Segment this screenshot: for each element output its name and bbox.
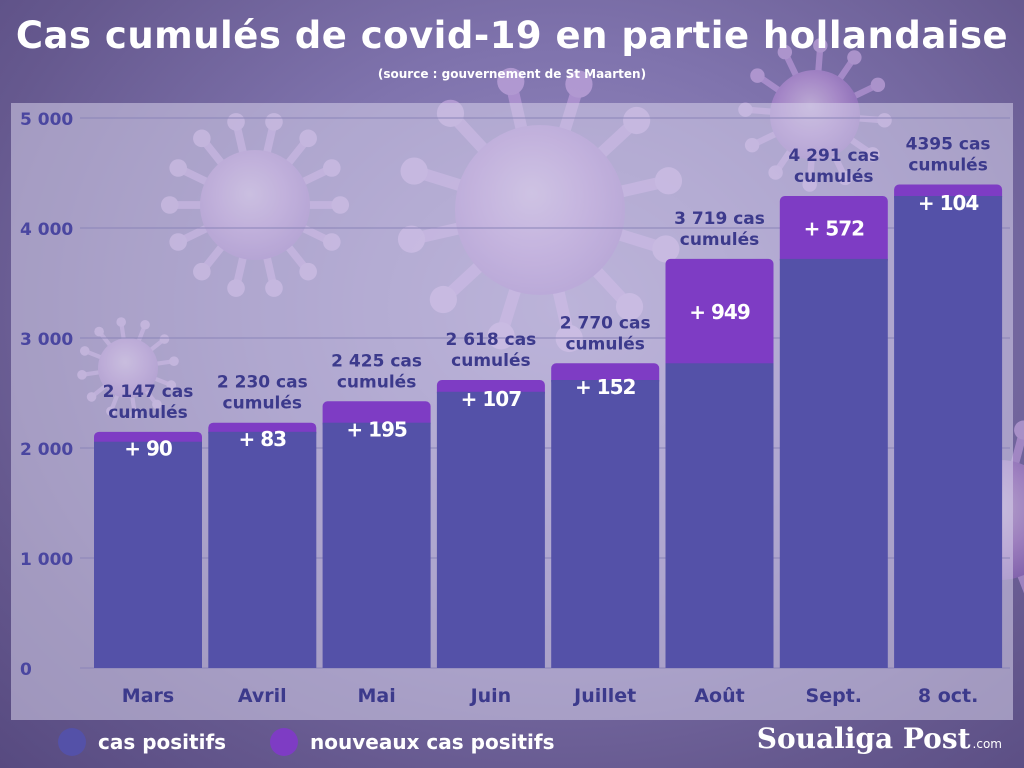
x-tick-label: Août <box>694 685 744 707</box>
increment-label: + 152 <box>575 375 636 399</box>
bar-segment-nouveaux-cas <box>665 258 774 370</box>
total-label-line2: cumulés <box>680 230 759 250</box>
total-label-line1: 3 719 cas <box>674 209 765 229</box>
total-label-line2: cumulés <box>108 403 187 423</box>
increment-label: + 107 <box>461 387 522 411</box>
legend-swatch-nouveaux-cas <box>270 728 298 756</box>
y-tick-label: 3 000 <box>20 330 73 350</box>
increment-label: + 195 <box>346 418 407 442</box>
increment-label: + 83 <box>239 427 287 451</box>
y-tick-label: 4 000 <box>20 220 73 240</box>
brand-logo: Soualiga Post .com <box>757 722 1002 755</box>
x-tick-label: Juin <box>469 685 512 707</box>
x-tick-label: 8 oct. <box>918 685 978 707</box>
bar-segment-cas-positifs <box>208 431 317 668</box>
total-label-line2: cumulés <box>908 156 987 176</box>
increment-label: + 90 <box>124 437 172 461</box>
y-tick-label: 5 000 <box>20 110 73 130</box>
total-label-line1: 4395 cas <box>906 135 991 155</box>
total-label-line2: cumulés <box>794 167 873 187</box>
bar-segment-cas-positifs <box>551 380 660 668</box>
chart-title: Cas cumulés de covid-19 en partie hollan… <box>15 14 1009 57</box>
total-label-line1: 2 425 cas <box>331 351 422 371</box>
legend-item-cas-positifs: cas positifs <box>58 728 226 756</box>
bar-segment-cas-positifs <box>779 258 888 668</box>
x-tick-label: Mai <box>357 685 395 707</box>
bar-segment-nouveaux-cas <box>322 401 431 429</box>
legend-label-nouveaux-cas: nouveaux cas positifs <box>310 730 555 754</box>
total-label-line2: cumulés <box>451 351 530 371</box>
legend-item-nouveaux-cas: nouveaux cas positifs <box>270 728 554 756</box>
increment-label: + 949 <box>689 300 750 324</box>
x-tick-label: Sept. <box>806 685 862 707</box>
y-tick-label: 0 <box>20 660 32 680</box>
x-tick-label: Avril <box>238 685 287 707</box>
bar-segment-cas-positifs <box>94 441 202 668</box>
total-label-line1: 2 770 cas <box>560 313 651 333</box>
total-label-line1: 2 230 cas <box>217 373 308 393</box>
total-label-line2: cumulés <box>565 334 644 354</box>
total-label-line2: cumulés <box>337 372 416 392</box>
x-tick-label: Juillet <box>572 685 636 707</box>
y-tick-label: 1 000 <box>20 550 73 570</box>
total-label-line1: 4 291 cas <box>788 146 879 166</box>
total-label-line1: 2 618 cas <box>445 330 536 350</box>
bar-segment-cas-positifs <box>665 363 774 668</box>
legend-swatch-cas-positifs <box>58 728 86 756</box>
increment-label: + 572 <box>804 216 865 240</box>
increment-label: + 104 <box>918 191 979 215</box>
bar-segment-cas-positifs <box>894 195 1003 669</box>
total-label-line1: 2 147 cas <box>103 382 194 402</box>
x-tick-label: Mars <box>122 685 174 707</box>
y-tick-label: 2 000 <box>20 440 73 460</box>
legend-label-cas-positifs: cas positifs <box>98 730 227 754</box>
brand-name: Soualiga Post <box>756 722 971 755</box>
bar-segment-cas-positifs <box>436 391 545 668</box>
brand-domain: .com <box>972 737 1002 751</box>
bar-segment-nouveaux-cas <box>779 195 888 265</box>
chart-subtitle: (source : gouvernement de St Maarten) <box>377 67 647 81</box>
total-label-line2: cumulés <box>223 394 302 414</box>
bar-segment-cas-positifs <box>322 422 431 668</box>
